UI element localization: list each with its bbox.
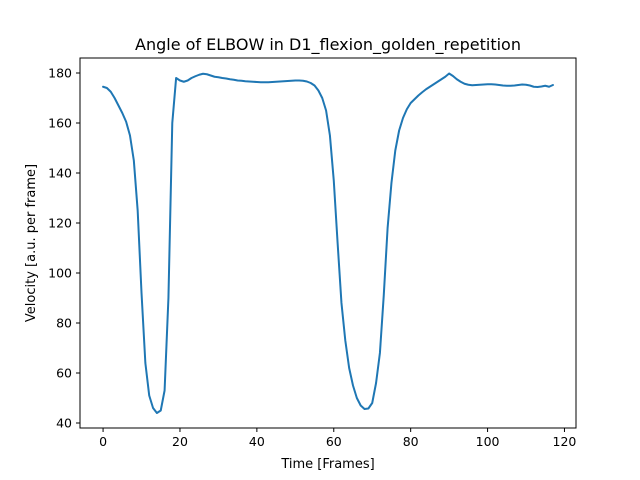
y-axis: 40 60 80 100 120 140 160 180 [48,66,80,431]
x-tick-label: 40 [249,434,265,449]
y-tick-label: 60 [56,366,72,381]
x-tick-label: 100 [476,434,500,449]
axes-frame [79,57,577,429]
x-axis-label: Time [Frames] [280,457,374,472]
y-axis-label: Velocity [a.u. per frame] [24,164,39,322]
x-tick-label: 60 [326,434,342,449]
x-tick-label: 120 [553,434,577,449]
x-tick-label: 0 [99,434,107,449]
x-axis: 0 20 40 60 80 100 120 [99,428,576,449]
y-tick-label: 80 [56,316,72,331]
x-tick-label: 20 [172,434,188,449]
y-tick-label: 100 [48,266,72,281]
plot-area [102,72,554,414]
y-tick-label: 160 [48,116,72,131]
y-tick-label: 40 [56,416,72,431]
chart-title: Angle of ELBOW in D1_flexion_golden_repe… [135,35,521,55]
y-tick-label: 140 [48,166,72,181]
y-tick-label: 180 [48,66,72,81]
y-tick-label: 120 [48,216,72,231]
x-tick-label: 80 [403,434,419,449]
series-line [102,72,554,414]
